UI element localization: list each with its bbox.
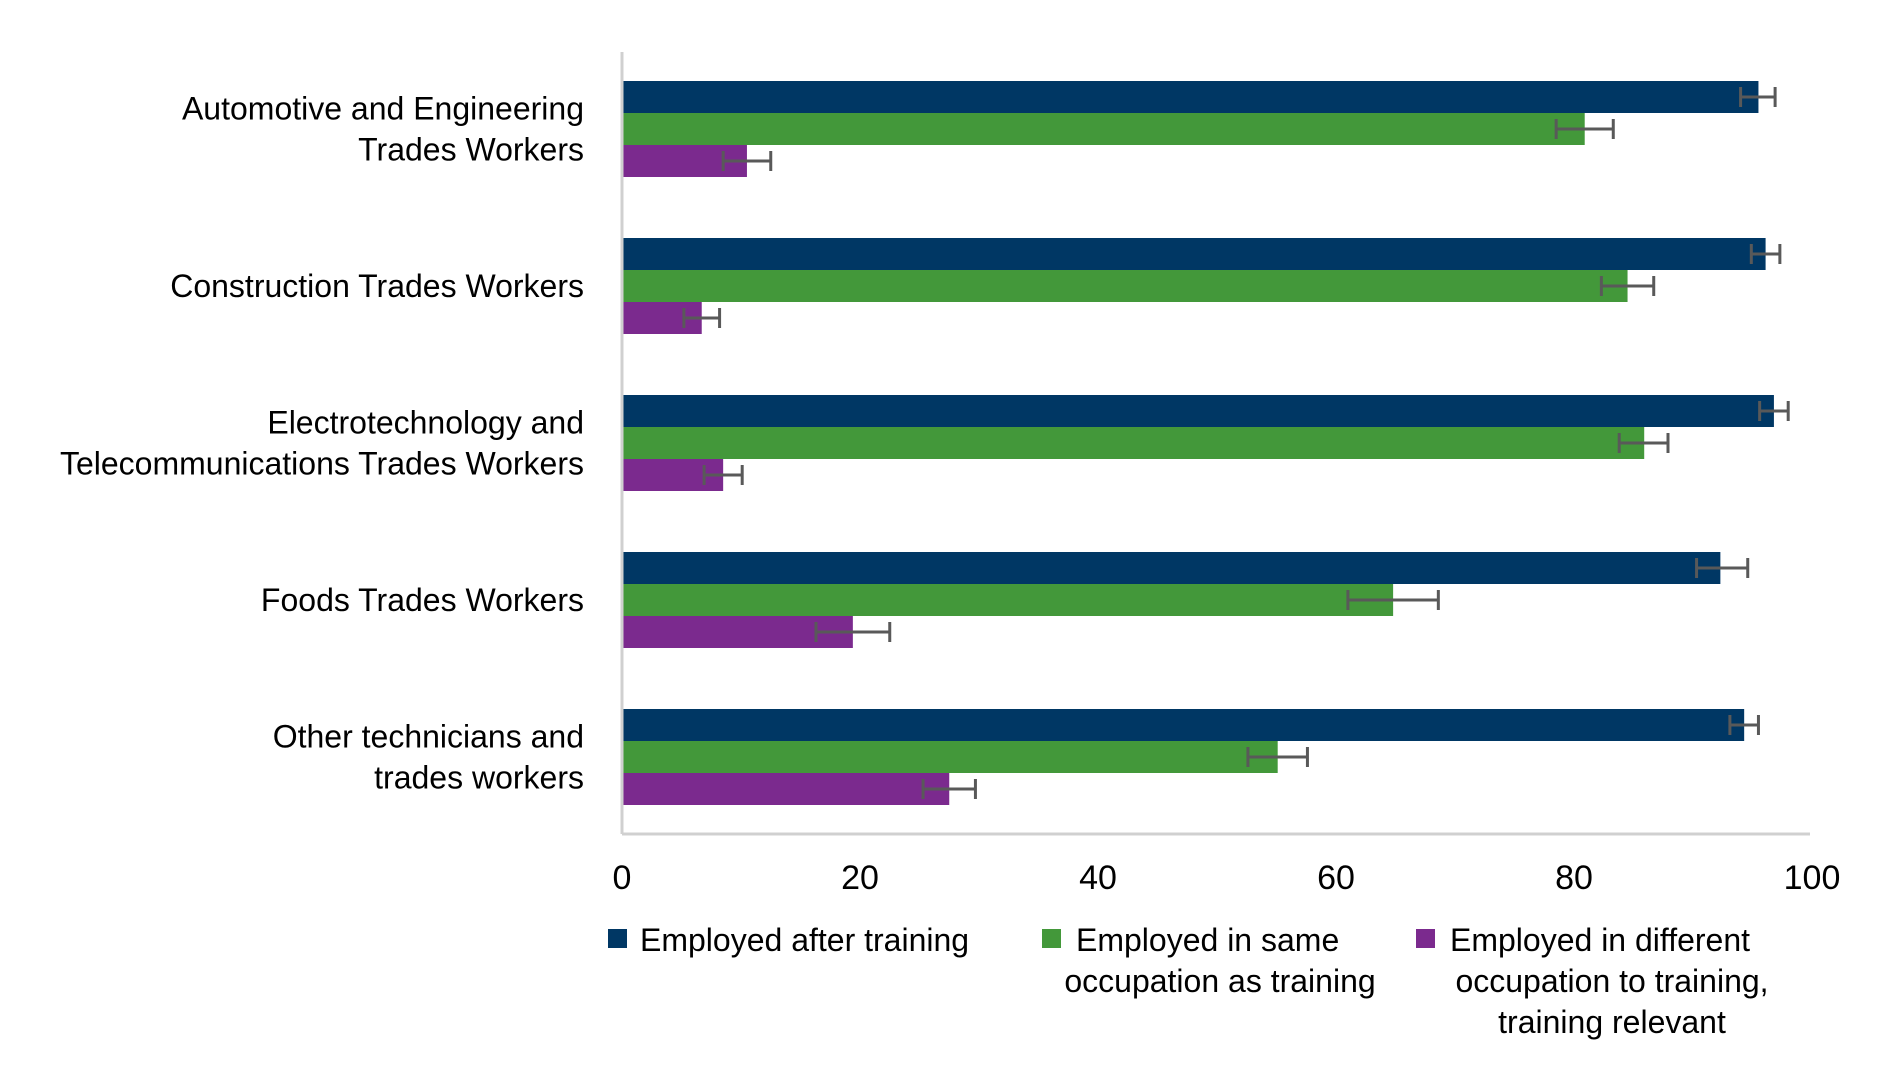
error-bar-2-cat-2 (1599, 276, 1656, 296)
bar-2-cat-3 (622, 427, 1645, 459)
category-labels-group: Automotive and Engineering Trades Workers… (60, 91, 584, 796)
x-tick-label-2: 20 (841, 859, 879, 897)
bar-1-cat-4 (622, 552, 1721, 584)
error-bars-group (682, 87, 1790, 799)
error-bar-3-cat-4 (814, 622, 892, 642)
error-bar-2-cat-3 (1617, 433, 1670, 453)
bar-3-cat-4 (622, 616, 853, 648)
bars-group (622, 81, 1774, 805)
legend: Employed after training Employed in same o… (608, 922, 1769, 1040)
error-bar-1-cat-5 (1728, 715, 1760, 735)
error-bar-2-cat-5 (1246, 747, 1309, 767)
legend-swatch-3 (1416, 929, 1435, 948)
error-bar-1-cat-2 (1749, 244, 1782, 264)
legend-swatch-1 (608, 929, 627, 948)
legend-swatch-2 (1042, 929, 1061, 948)
error-bar-2-cat-1 (1554, 119, 1615, 139)
axes-group (620, 52, 1810, 836)
error-bar-3-cat-1 (721, 151, 773, 171)
category-label-2: Construction Trades Workers (170, 268, 584, 304)
category-label-5: Other technicians and trades workers (273, 719, 584, 796)
bar-2-cat-1 (622, 113, 1585, 145)
category-label-3: Electrotechnology and Telecommunications … (60, 405, 584, 482)
bar-1-cat-2 (622, 238, 1766, 270)
legend-item-3: Employed in different occupation to train… (1416, 922, 1769, 1040)
bar-1-cat-5 (622, 709, 1745, 741)
legend-item-1: Employed after training (608, 922, 969, 958)
error-bar-1-cat-4 (1695, 558, 1750, 578)
x-tick-label-4: 60 (1317, 859, 1355, 897)
bar-2-cat-5 (622, 741, 1278, 773)
bar-1-cat-3 (622, 395, 1774, 427)
x-tick-label-3: 40 (1079, 859, 1117, 897)
legend-label-2: Employed in same occupation as training (1064, 922, 1375, 999)
x-tick-label-5: 80 (1555, 859, 1593, 897)
bar-2-cat-2 (622, 270, 1628, 302)
legend-item-2: Employed in same occupation as training (1042, 922, 1376, 999)
bar-1-cat-1 (622, 81, 1759, 113)
x-tick-labels-group: 0 20 40 60 80 100 (613, 859, 1841, 897)
error-bar-2-cat-4 (1346, 590, 1440, 610)
x-tick-label-6: 100 (1784, 859, 1841, 897)
x-tick-label-1: 0 (613, 859, 632, 897)
error-bar-1-cat-1 (1739, 87, 1777, 107)
bar-2-cat-4 (622, 584, 1394, 616)
legend-label-1: Employed after training (640, 922, 969, 958)
error-bar-1-cat-3 (1758, 401, 1790, 421)
bar-3-cat-5 (622, 773, 950, 805)
error-bar-3-cat-2 (682, 308, 722, 328)
error-bar-3-cat-3 (702, 465, 744, 485)
category-label-4: Foods Trades Workers (261, 582, 584, 618)
category-label-1: Automotive and Engineering Trades Workers (182, 91, 584, 168)
error-bar-3-cat-5 (921, 779, 977, 799)
legend-label-3: Employed in different occupation to train… (1450, 922, 1769, 1040)
